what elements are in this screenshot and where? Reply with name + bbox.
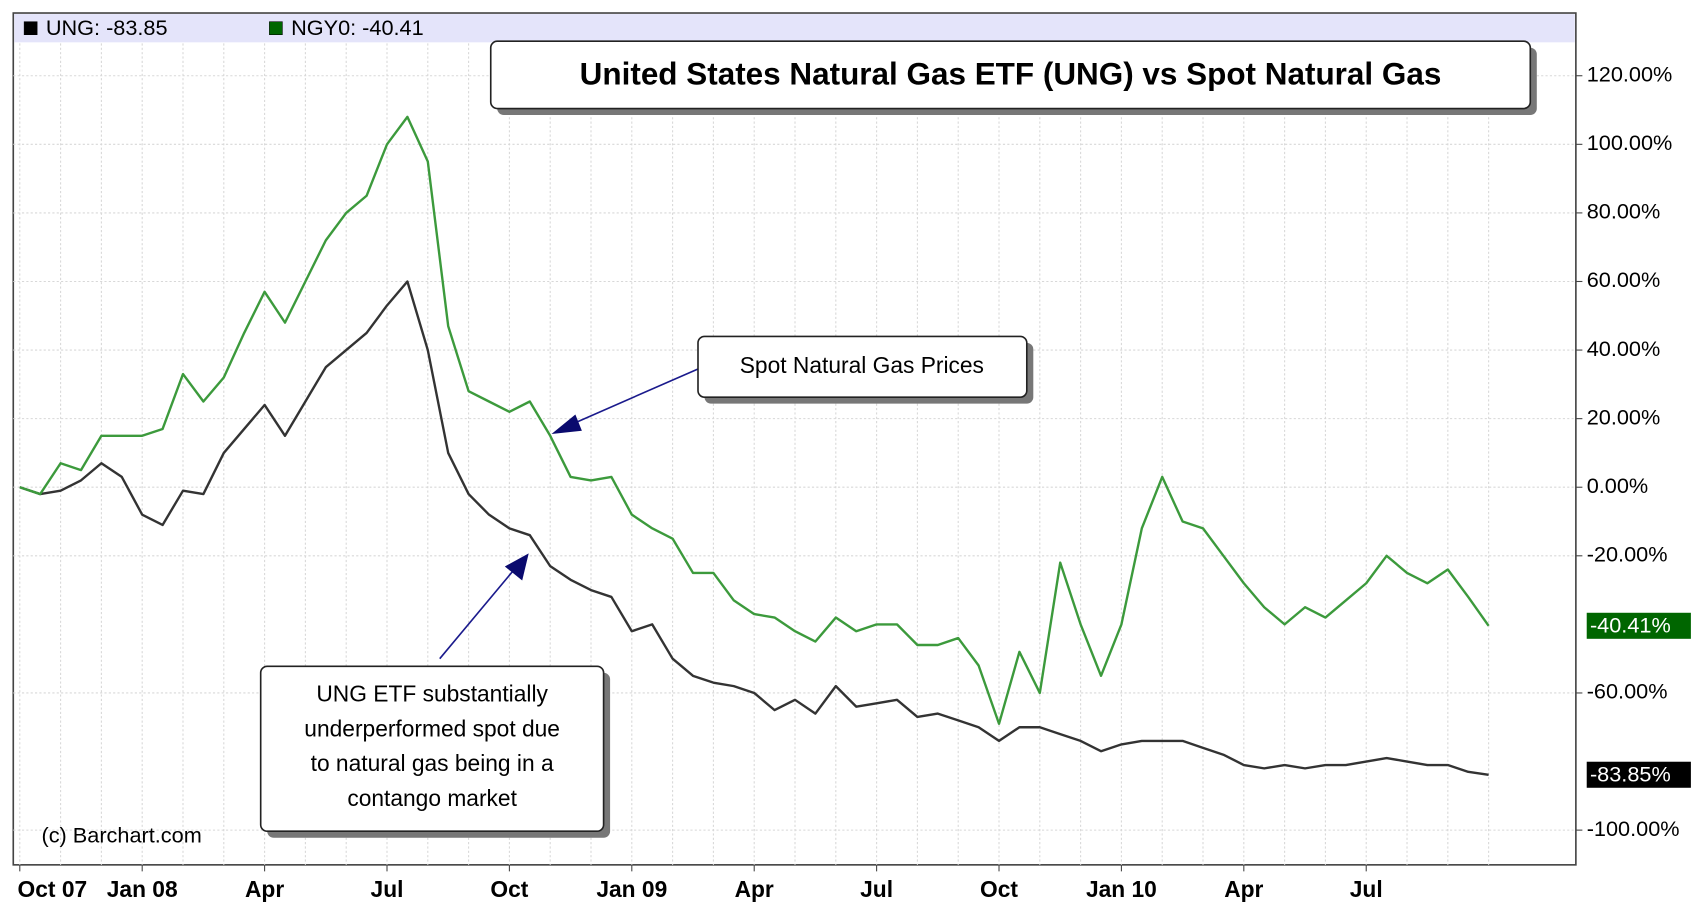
y-tick-label: 100.00% [1587, 130, 1673, 155]
y-tick-label: 60.00% [1587, 267, 1661, 292]
chart-title: United States Natural Gas ETF (UNG) vs S… [580, 56, 1442, 91]
annotation-text: Spot Natural Gas Prices [740, 352, 984, 378]
y-tick-label: 120.00% [1587, 61, 1673, 86]
last-value-label: -83.85% [1590, 762, 1671, 787]
legend-swatch [23, 21, 38, 35]
x-tick-label: Jan 09 [596, 876, 667, 902]
arrow [439, 565, 518, 660]
x-tick-label: Apr [245, 876, 284, 902]
last-value-box [1586, 761, 1691, 788]
x-tick-label: Jul [1350, 876, 1383, 902]
y-tick-label: 20.00% [1587, 404, 1661, 429]
annotation-text: UNG ETF substantially [316, 681, 548, 707]
legend-swatch [269, 21, 283, 35]
annotation-box [259, 665, 605, 833]
last-value-box [1586, 612, 1691, 639]
x-tick-label: Oct [490, 876, 528, 902]
y-tick-label: 40.00% [1587, 336, 1661, 361]
arrow [566, 368, 699, 428]
x-tick-label: Apr [1224, 876, 1263, 902]
lines [19, 115, 1490, 776]
x-tick-label: Oct [980, 876, 1018, 902]
credit: (c) Barchart.com [41, 822, 201, 847]
x-tick-label: Jan 08 [107, 876, 178, 902]
arrow-head [504, 553, 529, 581]
x-tick-label: Oct 07 [18, 876, 88, 902]
foreground: -100.00% -60.00% -20.00% 0.00% 20.00% 40.00% 6… [18, 15, 1691, 902]
legend-label: UNG: -83.85 [46, 15, 168, 40]
y-tick-label: -100.00% [1587, 816, 1680, 841]
y-tick-label: -20.00% [1587, 542, 1668, 567]
arrow-head [551, 414, 582, 435]
annotation-box [697, 335, 1028, 398]
last-value-label: -40.41% [1590, 613, 1671, 638]
legend-label: NGY0: -40.41 [291, 15, 424, 40]
title-box [489, 40, 1532, 110]
y-tick-label: 0.00% [1587, 473, 1649, 498]
x-tick-label: Jul [371, 876, 404, 902]
series-line [19, 280, 1489, 776]
annotation-text: underperformed spot due [304, 715, 560, 741]
x-tick-label: Jan 10 [1086, 876, 1157, 902]
y-tick-label: -60.00% [1587, 679, 1668, 704]
x-tick-label: Jul [860, 876, 893, 902]
y-tick-label: 80.00% [1587, 199, 1661, 224]
series-line [19, 115, 1490, 725]
annotation-text: contango market [347, 785, 517, 811]
x-tick-label: Apr [735, 876, 774, 902]
annotation-text: to natural gas being in a [311, 750, 554, 776]
legend-band [14, 14, 1575, 43]
